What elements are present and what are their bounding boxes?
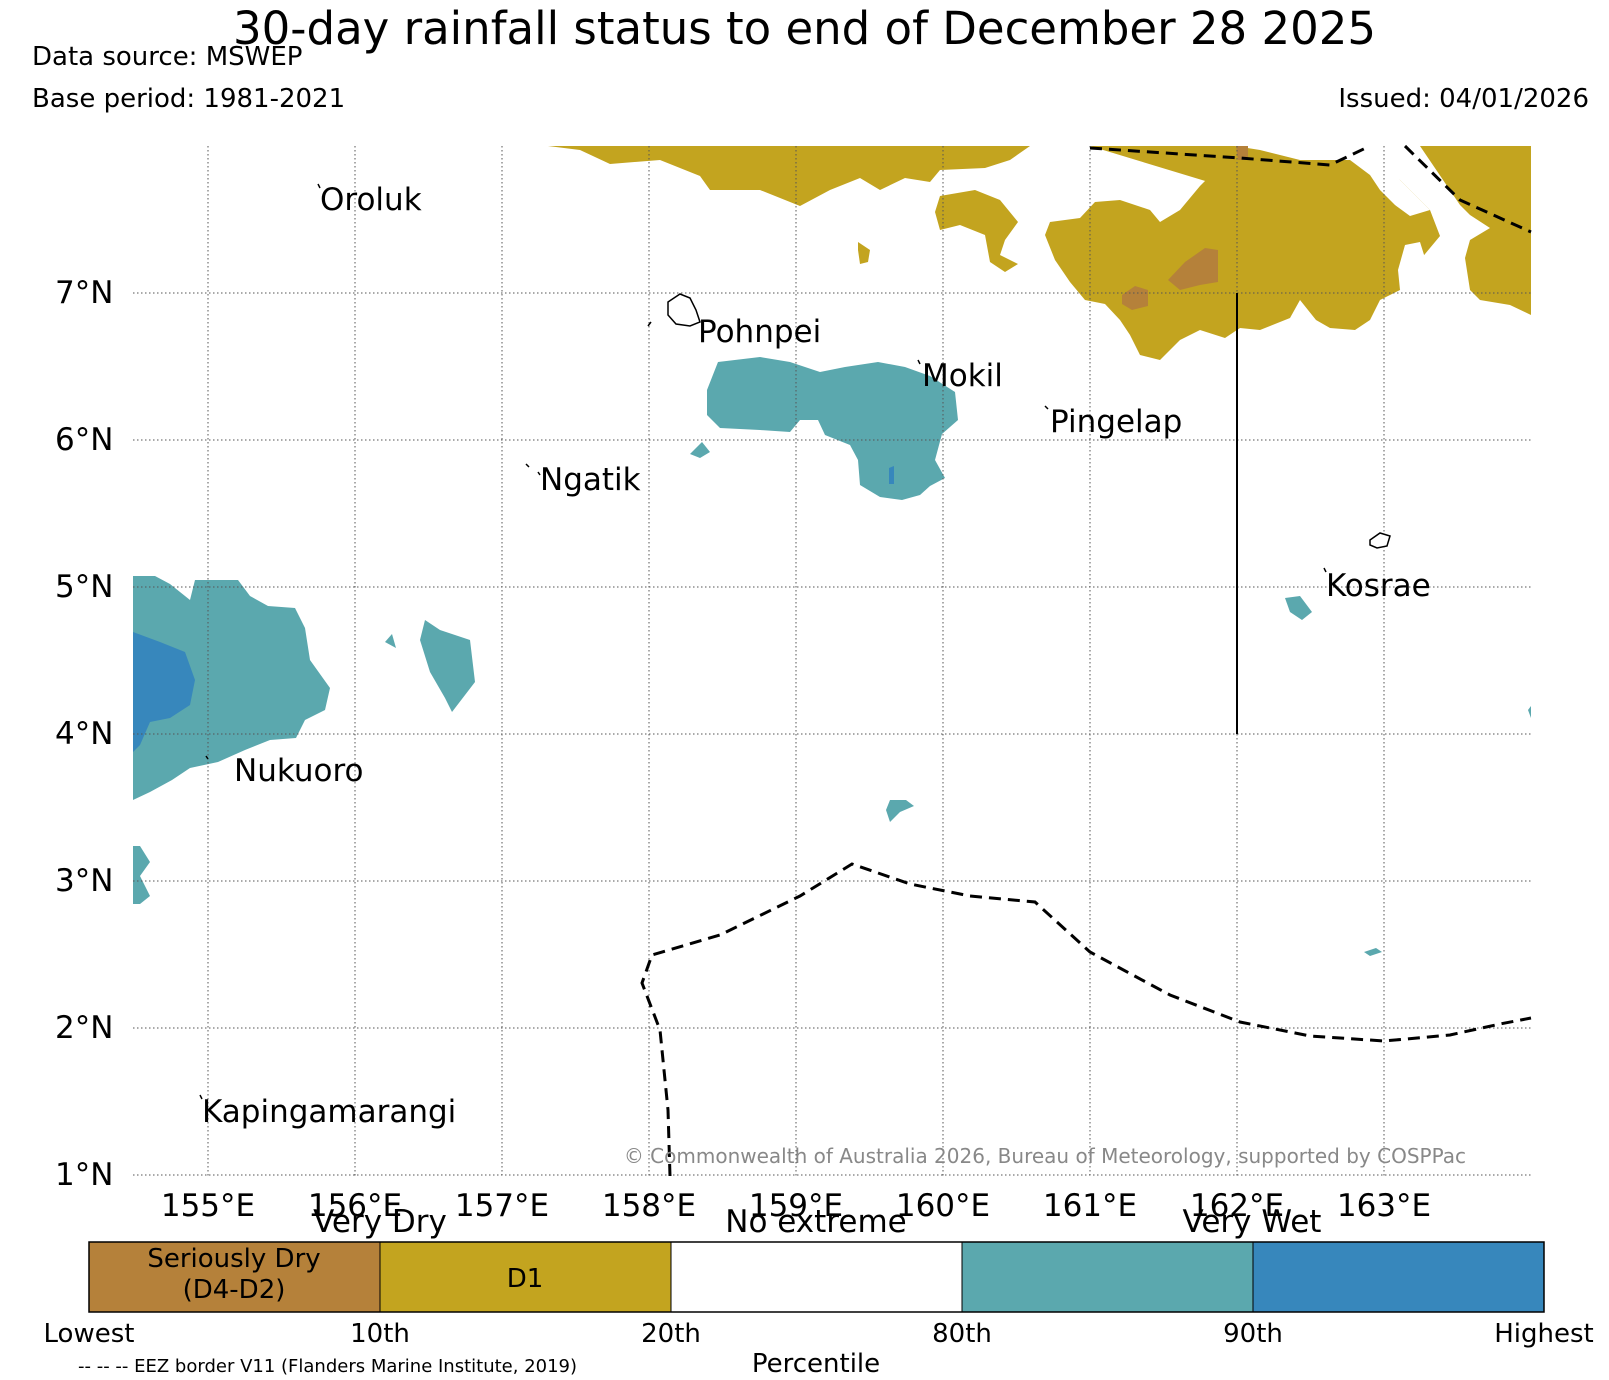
percentile-80th: 80th	[932, 1319, 992, 1349]
lon-label-158e: 158°E	[602, 1188, 696, 1224]
d1-dry-region	[858, 242, 870, 264]
ant-atoll-mark	[647, 321, 652, 327]
lat-label-7n: 7°N	[55, 275, 113, 311]
lon-label-160e: 160°E	[896, 1188, 990, 1224]
island-label-pingelap: Pingelap	[1050, 404, 1182, 440]
lon-label-156e: 156°E	[308, 1188, 402, 1224]
legend-label-seriously-dry: Seriously Dry	[147, 1244, 320, 1274]
seriously-dry-region	[1236, 146, 1248, 160]
map-graticule	[133, 146, 1531, 1176]
highest-wet-region	[889, 466, 894, 484]
legend-label-d1: D1	[507, 1264, 544, 1294]
island-label-mokil: Mokil	[922, 358, 1003, 394]
lon-label-155e: 155°E	[161, 1188, 255, 1224]
island-label-kapingamarangi: Kapingamarangi	[202, 1094, 456, 1130]
percentile-highest: Highest	[1494, 1319, 1594, 1349]
base-period-text: Base period: 1981-2021	[32, 84, 346, 114]
d1-dry-region	[1420, 146, 1531, 315]
lat-label-6n: 6°N	[55, 422, 113, 458]
lat-label-5n: 5°N	[55, 569, 113, 605]
eez-border	[640, 144, 1532, 1177]
percentile-10th: 10th	[350, 1319, 410, 1349]
legend-label-d4-d2: (D4-D2)	[183, 1275, 286, 1305]
percentile-lowest: Lowest	[44, 1319, 135, 1349]
percentile-20th: 20th	[641, 1319, 701, 1349]
very-wet-region	[385, 634, 396, 648]
d1-dry-region	[548, 146, 1030, 206]
very-wet-region	[1285, 596, 1312, 620]
legend-box-seriously-dry	[89, 1242, 380, 1312]
lat-label-1n: 1°N	[55, 1157, 113, 1193]
issued-date-text: Issued: 04/01/2026	[1338, 84, 1589, 114]
legend-box-no-extreme	[671, 1242, 962, 1312]
legend-box-d1	[380, 1242, 671, 1312]
data-source-text: Data source: MSWEP	[32, 42, 303, 72]
lon-label-159e: 159°E	[749, 1188, 843, 1224]
lon-label-161e: 161°E	[1043, 1188, 1137, 1224]
lon-label-157e: 157°E	[455, 1188, 549, 1224]
very-wet-region	[420, 620, 475, 712]
legend-group-no-extreme: No extreme	[725, 1204, 906, 1240]
page-title: 30-day rainfall status to end of Decembe…	[233, 2, 1376, 55]
lat-label-4n: 4°N	[55, 716, 113, 752]
lon-label-162e: 162°E	[1190, 1188, 1284, 1224]
seriously-dry-region	[1168, 248, 1218, 290]
very-wet-region	[133, 576, 330, 800]
legend-group-very-dry: Very Dry	[313, 1204, 447, 1240]
copyright-text: © Commonwealth of Australia 2026, Bureau…	[624, 1144, 1466, 1168]
very-wet-region	[886, 800, 914, 822]
map-data-layer	[133, 146, 1531, 956]
island-markers	[199, 183, 1327, 1100]
pohnpei-outline	[667, 293, 701, 327]
highest-wet-region	[133, 632, 195, 752]
lat-label-2n: 2°N	[55, 1010, 113, 1046]
island-label-nukuoro: Nukuoro	[234, 753, 363, 789]
very-wet-region	[133, 846, 150, 904]
island-label-ngatik: Ngatik	[540, 462, 641, 498]
very-wet-region	[707, 357, 958, 500]
lon-label-163e: 163°E	[1337, 1188, 1431, 1224]
seriously-dry-region	[1122, 286, 1148, 310]
d1-dry-region	[935, 190, 1018, 272]
island-label-oroluk: Oroluk	[320, 182, 422, 218]
legend-colorbar	[88, 1241, 1545, 1313]
legend-box-very-wet	[962, 1242, 1253, 1312]
very-wet-region	[690, 442, 710, 458]
island-label-pohnpei: Pohnpei	[698, 314, 821, 350]
kosrae-outline	[1369, 532, 1391, 549]
percentile-90th: 90th	[1223, 1319, 1283, 1349]
legend-axis-title: Percentile	[752, 1349, 880, 1379]
lat-label-3n: 3°N	[55, 863, 113, 899]
very-wet-region	[1528, 706, 1531, 718]
no-extreme-gap	[1235, 146, 1430, 216]
legend-group-very-wet: Very Wet	[1183, 1204, 1322, 1240]
eez-border-note: -- -- -- EEZ border V11 (Flanders Marine…	[78, 1356, 577, 1377]
legend-box-highest	[1253, 1242, 1544, 1312]
very-wet-region	[1364, 948, 1382, 956]
island-label-kosrae: Kosrae	[1326, 568, 1431, 604]
no-extreme-gap	[1398, 242, 1425, 290]
